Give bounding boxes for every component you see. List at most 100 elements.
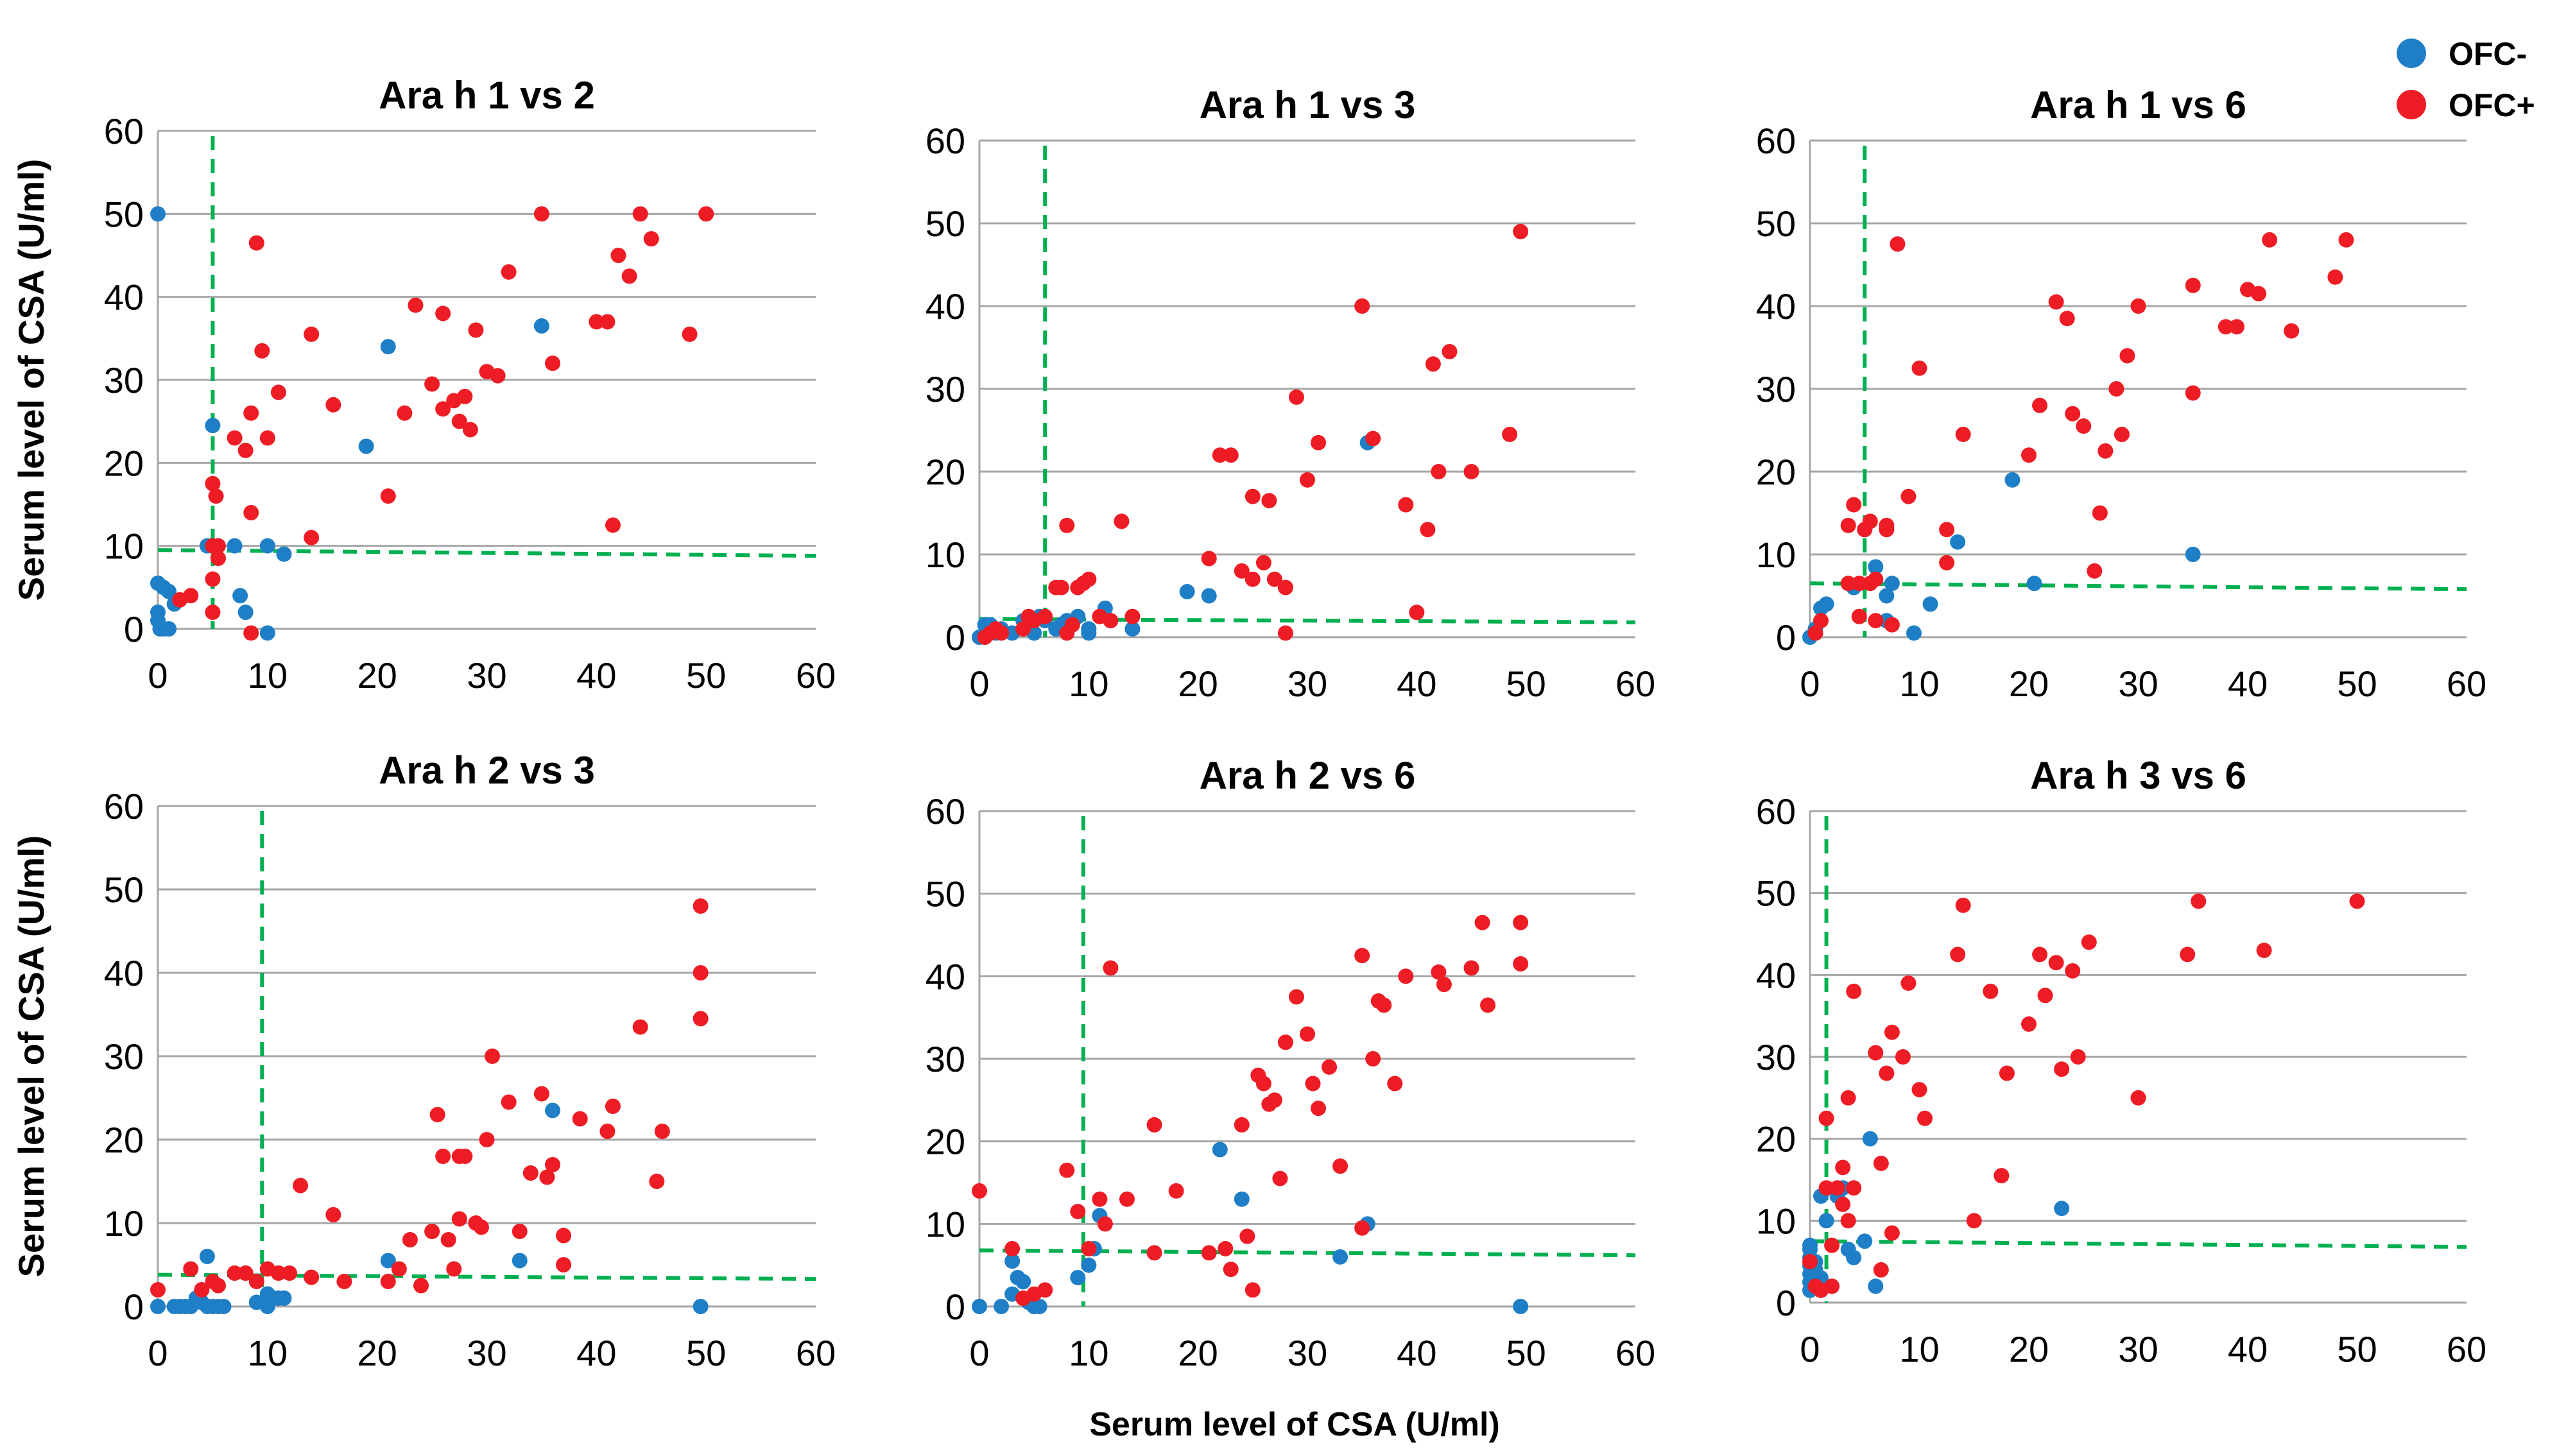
data-point-ofc-positive [2191, 893, 2207, 909]
data-point-ofc-positive [210, 538, 226, 554]
data-point-ofc-negative [1862, 1131, 1878, 1147]
x-tick-label: 30 [2118, 1329, 2158, 1369]
y-tick-label: 20 [1756, 1119, 1796, 1160]
data-point-ofc-positive [2076, 418, 2092, 434]
data-point-ofc-positive [1322, 1059, 1338, 1075]
data-point-ofc-positive [1070, 1204, 1086, 1220]
data-point-ofc-positive [1409, 604, 1425, 621]
data-point-ofc-positive [243, 405, 259, 421]
x-tick-label: 10 [1069, 664, 1108, 704]
data-point-ofc-positive [1266, 571, 1282, 587]
data-point-ofc-positive [270, 384, 286, 400]
data-point-ofc-positive [2218, 319, 2234, 335]
data-point-ofc-positive [243, 625, 259, 641]
data-point-ofc-positive [2119, 348, 2135, 364]
x-tick-label: 50 [2337, 664, 2377, 704]
data-point-ofc-negative [380, 1253, 396, 1269]
x-tick-label: 20 [2009, 1329, 2049, 1369]
data-point-ofc-positive [1840, 1090, 1856, 1106]
data-point-ofc-positive [237, 1265, 254, 1281]
x-tick-label: 10 [1899, 1329, 1939, 1369]
x-tick-label: 20 [358, 655, 397, 696]
y-tick-label: 20 [926, 1122, 965, 1162]
data-point-ofc-negative [161, 621, 177, 637]
panel-title: Ara h 1 vs 3 [1200, 83, 1416, 126]
data-point-ofc-negative [1031, 1299, 1047, 1314]
data-point-ofc-positive [1513, 956, 1529, 972]
x-tick-label: 20 [1178, 1333, 1218, 1373]
data-point-ofc-positive [1311, 434, 1327, 450]
data-point-ofc-positive [254, 343, 270, 359]
threshold-line-horizontal [1809, 1239, 2467, 1249]
data-point-ofc-positive [210, 1278, 226, 1294]
data-point-ofc-positive [2065, 963, 2081, 979]
data-point-ofc-positive [1103, 613, 1119, 629]
data-point-ofc-positive [632, 206, 648, 222]
data-point-ofc-positive [556, 1257, 572, 1272]
data-point-ofc-positive [599, 314, 616, 330]
data-point-ofc-positive [1223, 447, 1239, 463]
data-point-ofc-negative [994, 1299, 1010, 1314]
x-tick-label: 0 [1800, 664, 1820, 704]
data-point-ofc-negative [533, 318, 549, 334]
y-tick-label: 10 [926, 535, 965, 575]
panel-title: Ara h 2 vs 6 [1200, 754, 1416, 797]
data-point-ofc-positive [2262, 232, 2278, 248]
data-point-ofc-negative [1884, 576, 1900, 592]
data-point-ofc-positive [429, 1107, 445, 1122]
data-point-ofc-negative [205, 418, 221, 434]
data-point-ofc-positive [2087, 563, 2103, 579]
y-tick-label: 40 [104, 277, 144, 318]
y-tick-label: 0 [124, 609, 144, 649]
data-point-ofc-positive [682, 326, 698, 342]
panel-title: Ara h 2 vs 3 [379, 749, 595, 792]
data-point-ofc-positive [1840, 517, 1856, 533]
y-tick-label: 30 [104, 360, 144, 400]
data-point-ofc-positive [325, 1207, 341, 1222]
data-point-ofc-positive [1813, 613, 1829, 629]
data-point-ofc-positive [1097, 1216, 1113, 1232]
data-point-ofc-positive [972, 1183, 987, 1199]
y-tick-label: 0 [1776, 617, 1796, 658]
data-point-ofc-positive [1431, 464, 1447, 479]
data-point-ofc-negative [545, 1102, 560, 1118]
data-point-ofc-negative [1179, 584, 1195, 600]
data-point-ofc-positive [1015, 621, 1031, 637]
x-tick-label: 50 [686, 655, 726, 696]
data-point-ofc-positive [208, 488, 224, 504]
x-tick-label: 10 [1899, 664, 1939, 704]
data-point-ofc-positive [599, 1124, 616, 1139]
data-point-ofc-negative [237, 604, 254, 621]
data-point-ofc-positive [605, 1099, 621, 1114]
data-point-ofc-positive [1955, 426, 1971, 442]
data-point-ofc-positive [1261, 493, 1277, 509]
data-point-ofc-negative [150, 613, 166, 629]
y-tick-label: 30 [104, 1036, 144, 1077]
data-point-ofc-positive [440, 1232, 456, 1247]
x-tick-label: 30 [467, 655, 506, 696]
data-point-ofc-positive [183, 588, 199, 604]
data-point-ofc-positive [462, 422, 478, 438]
data-point-ofc-positive [1064, 617, 1080, 633]
y-tick-label: 30 [1756, 1037, 1796, 1077]
data-point-ofc-negative [358, 438, 374, 454]
data-point-ofc-positive [2092, 505, 2108, 521]
y-tick-label: 20 [104, 443, 144, 483]
panel-title: Ara h 1 vs 2 [379, 74, 595, 117]
data-point-ofc-positive [1218, 1240, 1234, 1256]
data-point-ofc-negative [380, 339, 396, 355]
y-tick-label: 20 [926, 452, 965, 492]
x-tick-label: 60 [1615, 664, 1655, 704]
data-point-ofc-positive [545, 355, 560, 372]
data-point-ofc-positive [248, 235, 264, 251]
data-point-ofc-positive [1846, 983, 1862, 999]
data-point-ofc-positive [1255, 554, 1271, 570]
data-point-ofc-positive [1146, 1245, 1162, 1261]
data-point-ofc-positive [2256, 943, 2272, 959]
y-tick-label: 20 [1756, 452, 1796, 492]
data-point-ofc-positive [446, 1261, 462, 1277]
panel-6: 0 10 20 30 40 50 60 0 10 20 30 40 50 60 Ara h 3 vs 6 [1756, 754, 2486, 1369]
data-point-ofc-positive [402, 1232, 418, 1247]
data-point-ofc-positive [556, 1228, 572, 1244]
data-point-ofc-positive [501, 1094, 517, 1110]
